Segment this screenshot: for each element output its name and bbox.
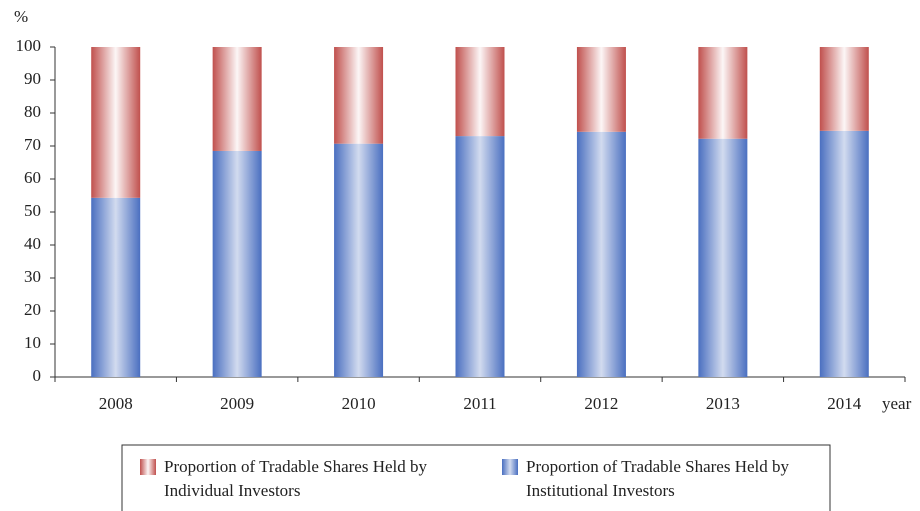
y-tick-label: 60 [24,168,41,187]
x-axis-label: year [882,394,912,413]
bar-segment [212,150,262,377]
x-tick-label: 2014 [827,394,862,413]
bar-segment [576,47,626,132]
y-tick-label: 40 [24,234,41,253]
y-tick-label: 30 [24,267,41,286]
bar-segment [455,47,505,137]
bar-segment [698,47,748,139]
bar-segment [91,47,141,198]
legend-label: Proportion of Tradable Shares Held by In… [164,457,428,500]
y-tick-label: 50 [24,201,41,220]
bar-segment [819,47,869,131]
bar-segment [334,47,384,144]
legend-swatch [140,459,156,475]
y-axis-label: % [14,7,28,26]
bar-segment [91,197,141,377]
legend-swatch [502,459,518,475]
bar-segment [334,143,384,377]
bar-segment [819,130,869,377]
x-tick-label: 2009 [220,394,254,413]
y-tick-label: 80 [24,102,41,121]
y-tick-label: 0 [33,366,42,385]
x-tick-label: 2011 [463,394,496,413]
bar-segment [698,138,748,377]
legend-box [121,444,831,511]
x-tick-label: 2013 [706,394,740,413]
bar-segment [212,47,262,151]
y-tick-label: 70 [24,135,41,154]
x-tick-label: 2010 [342,394,376,413]
x-tick-label: 2008 [99,394,133,413]
bar-segment [576,131,626,377]
y-tick-label: 90 [24,69,41,88]
x-tick-label: 2012 [584,394,618,413]
y-tick-label: 10 [24,333,41,352]
legend-label: Proportion of Tradable Shares Held by In… [526,457,790,500]
y-tick-label: 20 [24,300,41,319]
bar-segment [455,136,505,377]
y-tick-label: 100 [16,36,42,55]
